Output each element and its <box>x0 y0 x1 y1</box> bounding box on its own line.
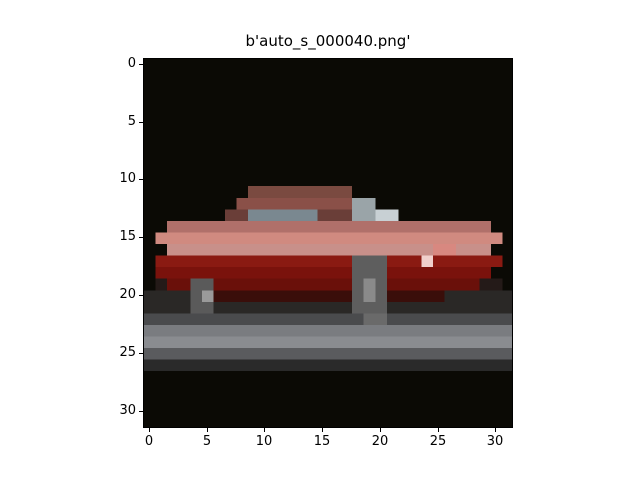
y-tick-mark <box>139 179 143 180</box>
x-tick-label: 5 <box>202 434 212 449</box>
image-axes <box>143 58 513 428</box>
x-tick-label: 25 <box>429 434 447 449</box>
y-tick-label: 5 <box>127 114 136 129</box>
road-upper <box>144 313 512 325</box>
y-tick-mark <box>139 237 143 238</box>
y-tick-label: 0 <box>127 56 136 71</box>
y-tick-label: 25 <box>119 345 136 360</box>
y-tick-mark <box>139 295 143 296</box>
y-tick-label: 15 <box>119 229 136 244</box>
car-window <box>248 209 318 221</box>
x-tick-label: 30 <box>486 434 504 449</box>
x-tick-mark <box>380 428 381 432</box>
x-tick-label: 10 <box>255 434 273 449</box>
road-lower <box>144 348 512 360</box>
x-tick-label: 0 <box>144 434 154 449</box>
x-tick-mark <box>438 428 439 432</box>
car-headlight <box>421 255 434 268</box>
y-tick-mark <box>139 64 143 65</box>
y-tick-mark <box>139 122 143 123</box>
car-body <box>155 255 503 268</box>
y-tick-label: 20 <box>119 287 136 302</box>
x-tick-mark <box>322 428 323 432</box>
car-body-highlight <box>167 220 491 233</box>
x-tick-label: 20 <box>371 434 389 449</box>
y-tick-mark <box>139 411 143 412</box>
x-tick-mark <box>264 428 265 432</box>
car-image <box>144 59 512 427</box>
y-tick-mark <box>139 353 143 354</box>
x-tick-label: 15 <box>313 434 331 449</box>
x-tick-mark <box>149 428 150 432</box>
x-tick-mark <box>207 428 208 432</box>
y-tick-label: 10 <box>119 171 136 186</box>
x-tick-mark <box>495 428 496 432</box>
car-roof <box>248 186 353 198</box>
y-tick-label: 30 <box>119 403 136 418</box>
figure-title: b'auto_s_000040.png' <box>245 32 411 50</box>
road-mid <box>144 336 512 349</box>
road-shadow <box>144 359 512 372</box>
